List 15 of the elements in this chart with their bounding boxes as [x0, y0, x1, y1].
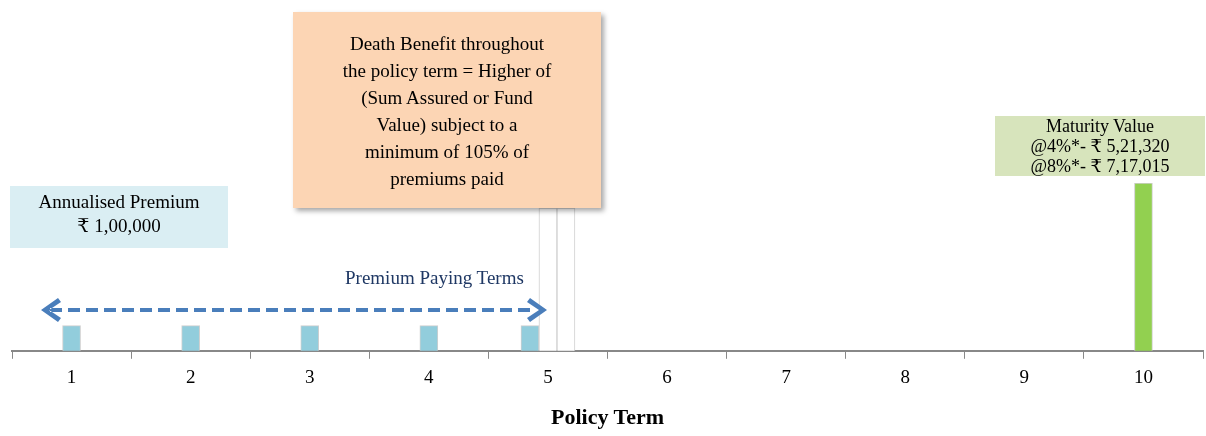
- x-tick-label: 2: [185, 366, 196, 388]
- callout-box: Maturity Value @4%*- ₹ 5,21,320 @8%*- ₹ 7,17,015: [995, 116, 1205, 176]
- x-tick-label: 8: [900, 366, 910, 388]
- callout-box: Annualised Premium ₹ 1,00,000: [10, 186, 228, 248]
- x-tick-label: 3: [305, 366, 315, 388]
- x-tick-label: 7: [781, 366, 791, 388]
- x-tick-label: 1: [66, 366, 77, 388]
- x-tick-label: 10: [1133, 366, 1153, 388]
- x-tick-label: 9: [1019, 366, 1030, 388]
- x-tick-label: 6: [662, 366, 672, 388]
- caption-text: Premium Paying Terms: [345, 266, 524, 290]
- callout-box: Death Benefit throughout the policy term = Higher of (Sum Assured or Fund Value) subject to a minimum of 105% of premiums paid: [293, 12, 601, 208]
- x-axis-title: Policy Term: [550, 404, 665, 430]
- x-tick-label: 4: [424, 366, 435, 388]
- x-tick-label: 5: [543, 366, 553, 388]
